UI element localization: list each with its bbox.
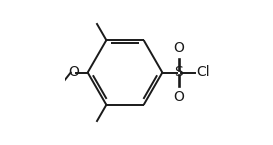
Text: O: O xyxy=(173,90,184,104)
Text: S: S xyxy=(174,66,183,79)
Text: Cl: Cl xyxy=(196,66,210,79)
Text: O: O xyxy=(173,41,184,55)
Text: O: O xyxy=(68,66,79,79)
